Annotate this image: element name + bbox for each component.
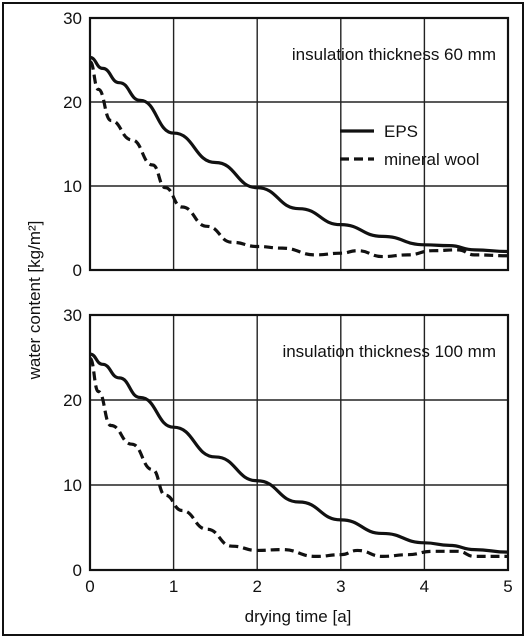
- x-tick-label: 4: [420, 577, 429, 596]
- x-tick-label: 3: [336, 577, 345, 596]
- panel-label: insulation thickness 60 mm: [292, 45, 496, 64]
- legend-label: mineral wool: [384, 150, 479, 169]
- series-line-eps: [89, 352, 509, 554]
- y-tick-label: 20: [63, 391, 82, 410]
- y-tick-label: 30: [63, 306, 82, 325]
- y-tick-label: 0: [73, 561, 82, 580]
- series-line-eps: [89, 55, 509, 254]
- y-tick-label: 10: [63, 177, 82, 196]
- legend-label: EPS: [384, 122, 418, 141]
- y-tick-label: 0: [73, 261, 82, 280]
- panel-100mm: 0 10 20 30 0 1 2 3 4 5 insulation thickness 100 mm: [63, 306, 513, 596]
- plot-area-border: [88, 313, 510, 572]
- series-line-mineral-wool: [88, 356, 508, 559]
- y-tick-label: 10: [63, 476, 82, 495]
- x-tick-label: 0: [85, 577, 94, 596]
- series-line-mineral-wool: [88, 60, 509, 259]
- x-tick-label: 2: [252, 577, 261, 596]
- x-axis-label: drying time [a]: [245, 607, 352, 626]
- x-tick-label: 5: [503, 577, 512, 596]
- y-tick-label: 30: [63, 9, 82, 28]
- y-axis-label: water content [kg/m²]: [25, 221, 44, 381]
- figure-frame: [2, 2, 524, 636]
- plot-area-border: [88, 16, 510, 272]
- panel-label: insulation thickness 100 mm: [282, 342, 496, 361]
- panel-60mm: 0 10 20 30 insulation thickness 60 mm EPS mine…: [63, 9, 510, 280]
- x-tick-label: 1: [169, 577, 178, 596]
- y-tick-label: 20: [63, 93, 82, 112]
